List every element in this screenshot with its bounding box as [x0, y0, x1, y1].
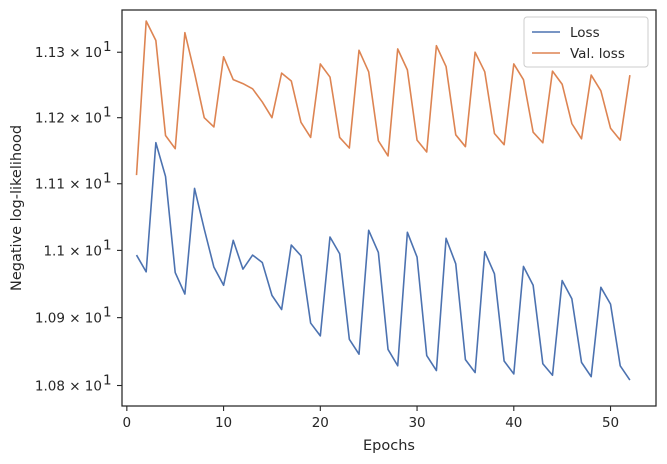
series-layer — [135, 20, 631, 381]
series-line-val-loss — [135, 20, 631, 176]
y-tick-label: 1.13 × 10 — [35, 45, 102, 61]
y-tick-exponent: 1 — [103, 373, 112, 389]
legend-entry: Val. loss — [570, 46, 625, 62]
y-tick-exponent: 1 — [103, 171, 112, 187]
series-line-loss — [135, 141, 631, 381]
x-axis: 0 10 20 30 40 50 — [123, 406, 619, 431]
x-axis-label: Epochs — [363, 438, 415, 454]
y-tick-label: 1.12 × 10 — [35, 111, 102, 127]
y-tick-exponent: 1 — [103, 305, 112, 321]
x-tick-label: 30 — [408, 415, 425, 431]
legend-box — [523, 16, 649, 68]
y-axis-label: Negative log-likelihood — [9, 125, 25, 291]
x-tick-label: 0 — [123, 415, 132, 431]
y-tick-label: 1.1 × 10 — [43, 243, 102, 259]
axes-frame — [121, 9, 657, 407]
y-tick-label: 1.08 × 10 — [35, 379, 102, 395]
x-tick-label: 10 — [215, 415, 232, 431]
x-tick-label: 50 — [602, 415, 619, 431]
x-tick-label: 20 — [312, 415, 329, 431]
y-tick-label: 1.11 × 10 — [35, 177, 102, 193]
y-tick-exponent: 1 — [103, 237, 112, 253]
y-axis: 1.08 × 10 11.09 × 10 11.1 × 10 11.11 × 10 11… — [35, 39, 122, 395]
y-tick-label: 1.09 × 10 — [35, 311, 102, 327]
y-tick-exponent: 1 — [103, 39, 112, 55]
x-tick-label: 40 — [505, 415, 522, 431]
y-tick-exponent: 1 — [103, 105, 112, 121]
legend-entry: Loss — [570, 25, 600, 41]
legend: Loss Val. loss — [523, 16, 649, 68]
